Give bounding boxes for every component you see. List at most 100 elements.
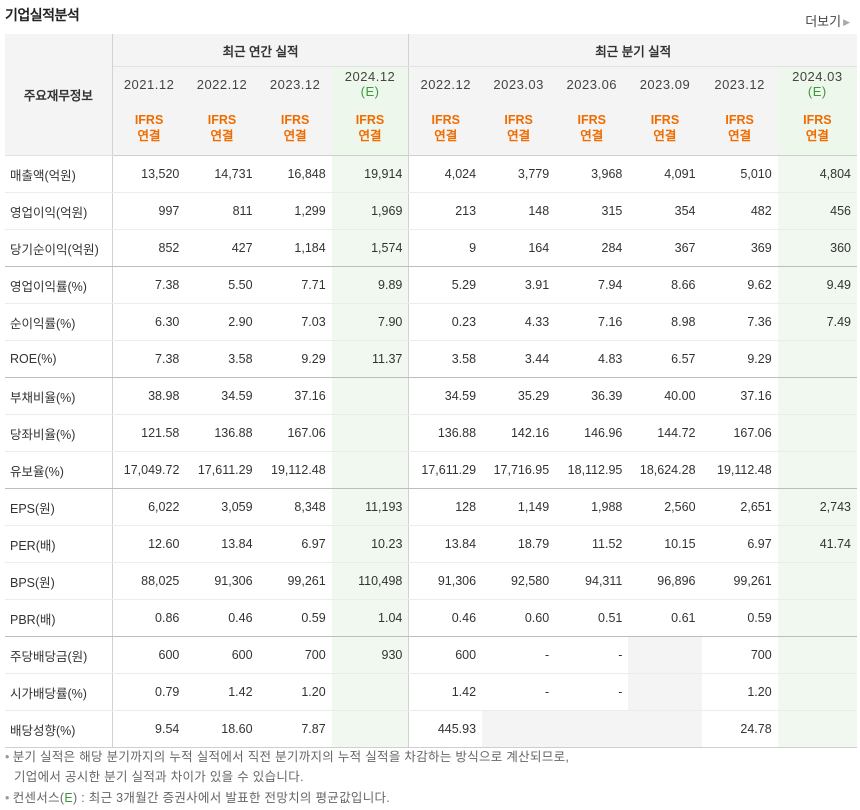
note-line-2: 기업에서 공시한 분기 실적과 차이가 있을 수 있습니다.: [14, 770, 304, 784]
table-cell: 17,716.95: [482, 451, 556, 489]
table-cell: 1.20: [258, 673, 332, 711]
table-cell: 136.88: [185, 414, 259, 452]
corner-header: 주요재무정보: [5, 34, 113, 156]
chevron-right-icon: ▶: [843, 17, 850, 27]
row-label: PBR(배): [5, 599, 113, 637]
table-cell: [331, 710, 410, 748]
row-label: 매출액(억원): [5, 155, 113, 193]
table-cell: [628, 710, 702, 748]
table-cell: 7.71: [258, 266, 332, 304]
table-cell: 11.37: [331, 340, 410, 378]
table-cell: 427: [185, 229, 259, 267]
table-cell: 18,624.28: [628, 451, 702, 489]
table-cell: 4,804: [777, 155, 857, 193]
table-cell: 3,059: [185, 488, 259, 526]
table-cell: 0.79: [112, 673, 186, 711]
table-row: PBR(배) 0.86 0.46 0.59 1.04 0.46 0.60 0.51 0.61 0.…: [5, 599, 857, 637]
row-label: 당좌비율(%): [5, 414, 113, 452]
table-cell: 7.94: [555, 266, 629, 304]
period-basis-header: IFRS 연결: [777, 101, 857, 156]
table-cell: 1,184: [258, 229, 332, 267]
table-cell: 0.86: [112, 599, 186, 637]
table-cell: [777, 636, 857, 674]
table-cell: 3.58: [408, 340, 483, 378]
period-date-header: 2022.12: [185, 66, 259, 101]
period-date-header: 2023.12: [701, 66, 778, 101]
table-row: 당좌비율(%) 121.58 136.88 167.06 136.88 142.16 146…: [5, 414, 857, 452]
row-label: 영업이익률(%): [5, 266, 113, 304]
table-cell: 0.61: [628, 599, 702, 637]
row-label: BPS(원): [5, 562, 113, 600]
table-cell: [331, 377, 410, 415]
table-cell: 121.58: [112, 414, 186, 452]
table-cell: 9.89: [331, 266, 410, 304]
table-cell: 19,112.48: [701, 451, 778, 489]
table-cell: 1.42: [408, 673, 483, 711]
table-cell: 37.16: [258, 377, 332, 415]
table-cell: 2,743: [777, 488, 857, 526]
table-cell: 482: [701, 192, 778, 230]
more-label: 더보기: [805, 14, 842, 29]
table-cell: 18.60: [185, 710, 259, 748]
table-cell: 1,149: [482, 488, 556, 526]
period-basis-header: IFRS 연결: [701, 101, 778, 156]
table-cell: [331, 451, 410, 489]
table-cell: 14,731: [185, 155, 259, 193]
table-cell: 35.29: [482, 377, 556, 415]
table-cell: 8.98: [628, 303, 702, 341]
table-cell: 456: [777, 192, 857, 230]
period-basis-header: IFRS 연결: [331, 101, 410, 156]
table-cell: 600: [408, 636, 483, 674]
table-cell: 36.39: [555, 377, 629, 415]
row-label: EPS(원): [5, 488, 113, 526]
table-cell: [482, 710, 556, 748]
table-cell: 0.59: [701, 599, 778, 637]
table-cell: 164: [482, 229, 556, 267]
table-cell: 7.49: [777, 303, 857, 341]
table-cell: 284: [555, 229, 629, 267]
period-date-header: 2024.12 (E): [331, 66, 410, 101]
period-basis-header: IFRS 연결: [628, 101, 702, 156]
table-cell: 148: [482, 192, 556, 230]
row-label: 배당성향(%): [5, 710, 113, 748]
table-cell: 110,498: [331, 562, 410, 600]
table-cell: 360: [777, 229, 857, 267]
table-cell: 8,348: [258, 488, 332, 526]
table-cell: 18,112.95: [555, 451, 629, 489]
table-cell: 91,306: [408, 562, 483, 600]
table-cell: [331, 414, 410, 452]
table-row: PER(배) 12.60 13.84 6.97 10.23 13.84 18.79 11.52…: [5, 525, 857, 563]
table-cell: 1.20: [701, 673, 778, 711]
table-cell: 38.98: [112, 377, 186, 415]
table-cell: 1,299: [258, 192, 332, 230]
table-cell: 10.15: [628, 525, 702, 563]
table-row: 영업이익률(%) 7.38 5.50 7.71 9.89 5.29 3.91 7.94 8.66…: [5, 266, 857, 304]
table-cell: 5.29: [408, 266, 483, 304]
row-label: ROE(%): [5, 340, 113, 378]
table-cell: -: [482, 673, 556, 711]
more-link[interactable]: 더보기 ▶: [805, 11, 850, 30]
table-cell: 144.72: [628, 414, 702, 452]
table-row: 배당성향(%) 9.54 18.60 7.87 445.93 24.78: [5, 710, 857, 748]
table-cell: 99,261: [258, 562, 332, 600]
table-cell: 1,969: [331, 192, 410, 230]
table-cell: 9.29: [701, 340, 778, 378]
table-cell: [331, 673, 410, 711]
table-cell: 0.60: [482, 599, 556, 637]
period-basis-header: IFRS 연결: [112, 101, 186, 156]
table-cell: 6.57: [628, 340, 702, 378]
table-row: 매출액(억원) 13,520 14,731 16,848 19,914 4,024 3,77…: [5, 155, 857, 193]
table-cell: 445.93: [408, 710, 483, 748]
table-row: 부채비율(%) 38.98 34.59 37.16 34.59 35.29 36.39 40.…: [5, 377, 857, 415]
table-cell: 811: [185, 192, 259, 230]
table-cell: 11,193: [331, 488, 410, 526]
table-cell: 128: [408, 488, 483, 526]
row-label: PER(배): [5, 525, 113, 563]
table-cell: 13.84: [185, 525, 259, 563]
table-cell: 369: [701, 229, 778, 267]
table-row: 시가배당률(%) 0.79 1.42 1.20 1.42- -1.20: [5, 673, 857, 711]
table-cell: 24.78: [701, 710, 778, 748]
note-line-3: • 컨센서스(E) : 최근 3개월간 증권사에서 발표한 전망치의 평균값입니다…: [5, 791, 391, 805]
table-cell: 2,651: [701, 488, 778, 526]
table-cell: [777, 562, 857, 600]
